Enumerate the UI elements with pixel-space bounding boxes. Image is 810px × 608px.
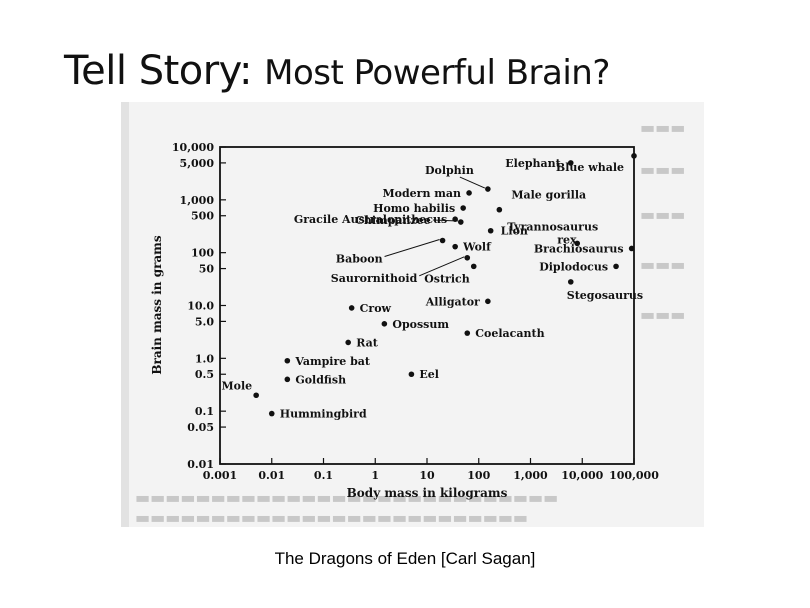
data-point [464, 330, 471, 336]
leader-line [384, 239, 440, 257]
x-tick-label: 1 [371, 469, 379, 482]
data-points [253, 153, 637, 417]
y-tick-label: 1,000 [180, 194, 215, 207]
point-label: Alligator [425, 295, 480, 308]
leader-line [419, 256, 465, 277]
point-label: Hummingbird [280, 408, 367, 421]
y-tick-label: 0.01 [187, 458, 214, 471]
point-label: Chimpanzee [355, 214, 431, 227]
point-label: Brachiosaurus [534, 242, 624, 255]
point-label: Opossum [392, 318, 449, 331]
data-point [284, 357, 291, 364]
x-tick-label: 0.1 [314, 469, 333, 482]
x-tick-label: 100,000 [609, 469, 659, 482]
data-point [487, 227, 494, 234]
point-label: Stegosaurus [567, 289, 643, 302]
y-tick-label: 50 [199, 263, 215, 276]
point-label: Lion [501, 225, 528, 238]
data-point [452, 243, 458, 250]
point-label: Mole [221, 379, 252, 392]
data-point [485, 186, 491, 192]
data-point [439, 237, 446, 244]
data-point [464, 254, 471, 261]
leader-line [459, 176, 486, 189]
slide-title-part2: Most Powerful Brain? [264, 53, 610, 93]
point-label: Diplodocus [539, 260, 608, 273]
point-label: Vampire bat [294, 355, 371, 368]
data-point [567, 279, 574, 285]
data-point [268, 410, 275, 417]
data-point [460, 205, 466, 211]
y-tick-label: 5,000 [180, 157, 215, 170]
x-tick-label: 1,000 [513, 469, 548, 482]
data-point [628, 245, 635, 252]
y-axis-label: Brain mass in grams [150, 235, 164, 375]
y-tick-label: 0.1 [195, 405, 214, 418]
x-tick-label: 0.001 [203, 469, 237, 482]
data-point [348, 305, 355, 311]
point-label: Ostrich [424, 272, 470, 285]
x-axis-label: Body mass in kilograms [347, 486, 508, 500]
data-point [470, 263, 477, 270]
data-point [574, 240, 581, 247]
point-label: Rat [356, 336, 379, 349]
plot-frame [219, 146, 635, 465]
data-point [567, 160, 574, 166]
y-tick-label: 100 [191, 247, 214, 260]
data-point [631, 153, 637, 159]
slide-title: Tell Story: Most Powerful Brain? [64, 48, 610, 94]
point-label: Wolf [462, 241, 492, 254]
point-label: Coelacanth [475, 327, 544, 340]
point-label: Tyrannosaurus rex [507, 220, 598, 246]
point-label: Male gorilla [511, 189, 586, 202]
y-tick-label: 10,000 [172, 141, 214, 154]
data-point [381, 321, 388, 327]
data-point [345, 339, 351, 346]
point-label: Crow [360, 302, 392, 315]
data-point [452, 216, 458, 222]
data-point [284, 376, 291, 383]
slide-caption: The Dragons of Eden [Carl Sagan] [274, 549, 536, 568]
y-tick-label: 10.0 [187, 300, 214, 313]
data-point [485, 298, 491, 305]
y-tick-label: 0.5 [195, 368, 214, 381]
point-label: Eel [419, 368, 439, 381]
y-tick-label: 5.0 [195, 315, 214, 328]
point-label: Blue whale [556, 161, 624, 174]
data-point [408, 371, 415, 378]
y-tick-label: 1.0 [195, 352, 214, 365]
point-label: Saurornithoid [331, 272, 418, 285]
data-point [496, 206, 503, 213]
y-axis: 0.01 0.05 0.1 0.5 1.0 5.0 10.0 50 100 500 1,000 5,0… [172, 141, 226, 471]
data-point [253, 392, 259, 399]
data-point [613, 263, 619, 270]
x-tick-label: 10 [419, 469, 435, 482]
data-point [466, 190, 472, 196]
point-label: Modern man [382, 187, 461, 200]
point-label: Goldfish [295, 373, 346, 386]
point-label: Elephant [505, 157, 561, 170]
x-tick-label: 10,000 [561, 469, 603, 482]
point-label: Dolphin [425, 164, 474, 177]
x-tick-label: 0.01 [258, 469, 285, 482]
data-point [458, 219, 464, 225]
slide-title-part1: Tell Story: [64, 48, 265, 94]
scanned-page-edge [121, 102, 129, 527]
x-tick-label: 100 [467, 469, 490, 482]
y-tick-label: 0.05 [187, 421, 214, 434]
leader-lines [384, 176, 486, 277]
point-label: Homo habilis [373, 202, 455, 215]
x-axis: 0.001 0.01 0.1 1 10 100 1,000 10,000 100,000 [203, 458, 659, 482]
brain-body-mass-chart: 0.01 0.05 0.1 0.5 1.0 5.0 10.0 50 100 500 1,000 5,0… [150, 141, 659, 500]
point-label: Baboon [336, 252, 383, 265]
y-tick-label: 500 [191, 210, 214, 223]
point-label: Gracile Australopithecus [294, 213, 447, 226]
